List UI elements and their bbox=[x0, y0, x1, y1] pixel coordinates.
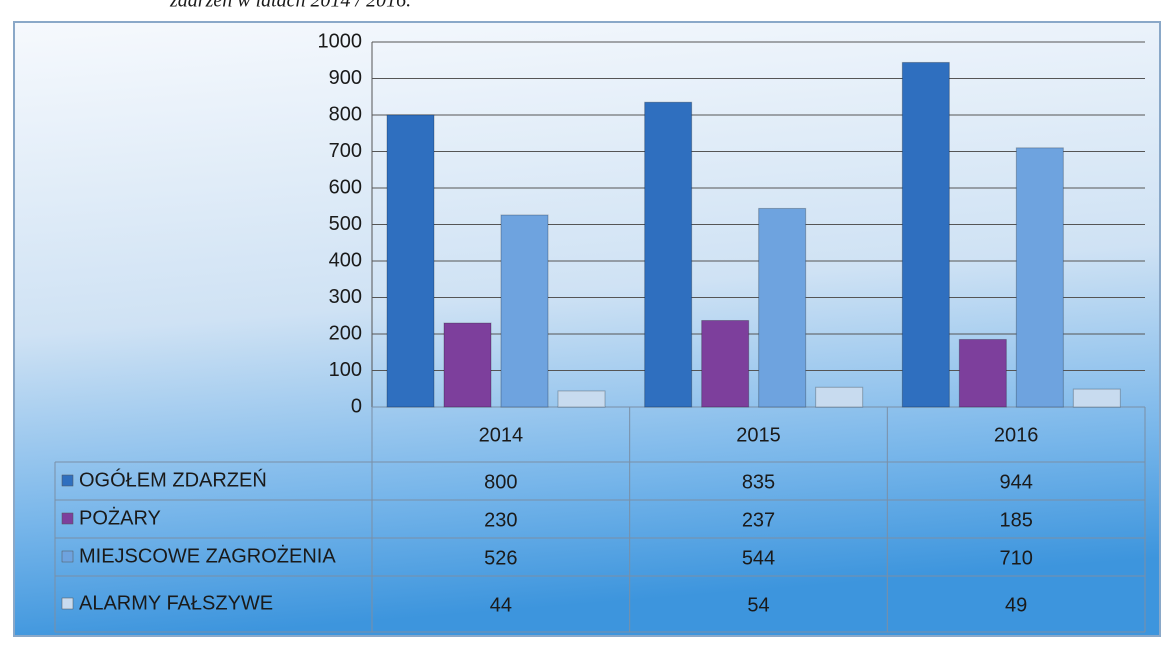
bar bbox=[815, 386, 864, 408]
bar bbox=[958, 338, 1007, 408]
table-value: 230 bbox=[484, 509, 517, 531]
y-tick-label: 1000 bbox=[318, 30, 363, 52]
table-value: 944 bbox=[999, 471, 1032, 493]
table-value: 237 bbox=[742, 509, 775, 531]
table-value: 800 bbox=[484, 471, 517, 493]
table-value: 835 bbox=[742, 471, 775, 493]
y-tick-label: 100 bbox=[329, 359, 362, 381]
y-tick-label: 900 bbox=[329, 67, 362, 89]
y-tick-label: 0 bbox=[351, 395, 362, 417]
table-value: 185 bbox=[999, 509, 1032, 531]
bar bbox=[701, 319, 750, 408]
table-value: 710 bbox=[999, 547, 1032, 569]
x-tick-label: 2015 bbox=[736, 424, 781, 446]
table-value: 544 bbox=[742, 547, 775, 569]
bar bbox=[500, 214, 549, 408]
bar bbox=[644, 101, 693, 408]
y-tick-label: 400 bbox=[329, 249, 362, 271]
y-tick-label: 800 bbox=[329, 103, 362, 125]
table-value: 526 bbox=[484, 547, 517, 569]
y-tick-label: 600 bbox=[329, 176, 362, 198]
y-tick-label: 300 bbox=[329, 286, 362, 308]
chart-frame bbox=[13, 21, 1161, 637]
bar bbox=[1015, 147, 1064, 408]
table-value: 54 bbox=[747, 594, 769, 616]
x-tick-label: 2016 bbox=[994, 424, 1039, 446]
x-tick-label: 2014 bbox=[479, 424, 524, 446]
caption: zdarzeń w latach 2014 / 2016. bbox=[169, 0, 411, 12]
legend-swatch bbox=[61, 474, 74, 487]
legend-swatch bbox=[61, 512, 74, 525]
bar bbox=[386, 114, 435, 408]
legend-label: POŻARY bbox=[79, 506, 161, 529]
legend-label: MIEJSCOWE ZAGROŻENIA bbox=[79, 544, 336, 567]
y-tick-label: 700 bbox=[329, 140, 362, 162]
table-value: 44 bbox=[490, 594, 512, 616]
legend-label: OGÓŁEM ZDARZEŃ bbox=[79, 468, 267, 491]
y-tick-label: 500 bbox=[329, 213, 362, 235]
legend-swatch bbox=[61, 550, 74, 563]
bar bbox=[443, 322, 492, 408]
bar bbox=[557, 390, 606, 408]
legend-label: ALARMY FAŁSZYWE bbox=[79, 592, 273, 614]
bar bbox=[758, 207, 807, 408]
bar bbox=[1072, 388, 1121, 408]
y-tick-label: 200 bbox=[329, 322, 362, 344]
bar bbox=[901, 61, 950, 408]
table-value: 49 bbox=[1005, 594, 1027, 616]
legend-swatch bbox=[61, 597, 74, 610]
